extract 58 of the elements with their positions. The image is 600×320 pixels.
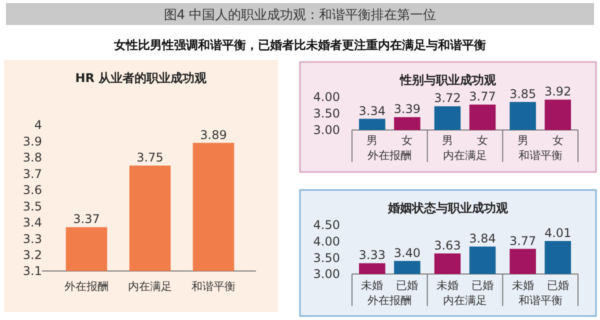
y-tick-label: 4.00 [313,90,340,104]
data-label: 3.39 [394,102,421,116]
text: 男 [517,134,528,147]
series-label: 未婚 [361,279,384,292]
series-label: 女 [402,134,413,147]
data-label: 3.89 [200,128,227,142]
y-tick-label: 3.00 [313,123,340,138]
text: 已婚 [546,279,569,292]
series-label: 男 [366,134,378,147]
y-tick-label: 3.1 [22,264,42,278]
y-tick-label: 3.3 [22,232,42,246]
x-tick-label: 和谐平衡 [518,149,562,162]
y-tick-label: 3.8 [22,150,42,165]
y-tick-label: 3.00 [313,267,340,282]
y-tick-label: 3.9 [22,134,42,148]
data-label: 3.33 [358,248,386,262]
y-tick-label: 3.5 [22,199,42,214]
data-label: 3.34 [358,104,386,118]
x-tick-label: 和谐平衡 [191,280,236,293]
y-tick-label: 3.4 [22,216,42,230]
y-tick-label: 4.50 [313,218,340,232]
y-tick-label: 3.50 [313,106,340,121]
caption: 图4 中国人的职业成功观：和谐平衡排在第一位 [164,8,436,23]
data-label: 3.72 [434,91,461,106]
y-tick-label: 4.00 [313,234,340,249]
data-label: 4.01 [544,226,572,240]
chart-title: HR 从业者的职业成功观 [75,71,208,85]
y-tick-label: 3.2 [22,248,42,262]
text: 女 [552,134,564,147]
x-tick-label: 内在满足 [443,149,487,162]
x-tick-label: 内在满足 [443,294,487,307]
x-tick-label: 和谐平衡 [518,294,562,307]
data-label: 3.63 [434,238,461,252]
x-tick-label: 外在报酬 [368,149,412,162]
data-label: 3.84 [469,232,496,246]
series-label: 已婚 [396,279,418,292]
y-tick-label: 3.6 [22,183,42,198]
x-tick-label: 内在满足 [128,280,172,293]
text: 未婚 [512,279,534,292]
chart-title: 性别与职业成功观 [399,73,497,87]
y-tick-label: 4 [34,118,42,132]
text: 女 [477,134,488,147]
data-label: 3.85 [509,86,536,101]
text: 已婚 [472,279,494,292]
text: 女性比男性强调和谐平衡，已婚者比未婚者更注重内在满足与和谐平衡 [113,38,486,52]
data-label: 3.92 [544,84,572,99]
text: 男 [442,134,453,147]
y-tick-label: 3.50 [313,250,340,265]
x-tick-label: 外在报酬 [64,280,109,293]
data-label: 3.75 [136,150,164,165]
text: 未婚 [436,279,458,292]
data-label: 3.40 [394,246,421,260]
x-tick-label: 外在报酬 [368,294,412,307]
data-label: 3.37 [73,212,100,226]
data-label: 3.77 [509,234,536,248]
data-label: 3.77 [469,90,496,104]
chart-title: 婚姻状态与职业成功观 [387,201,509,215]
y-tick-label: 3.7 [22,166,42,181]
